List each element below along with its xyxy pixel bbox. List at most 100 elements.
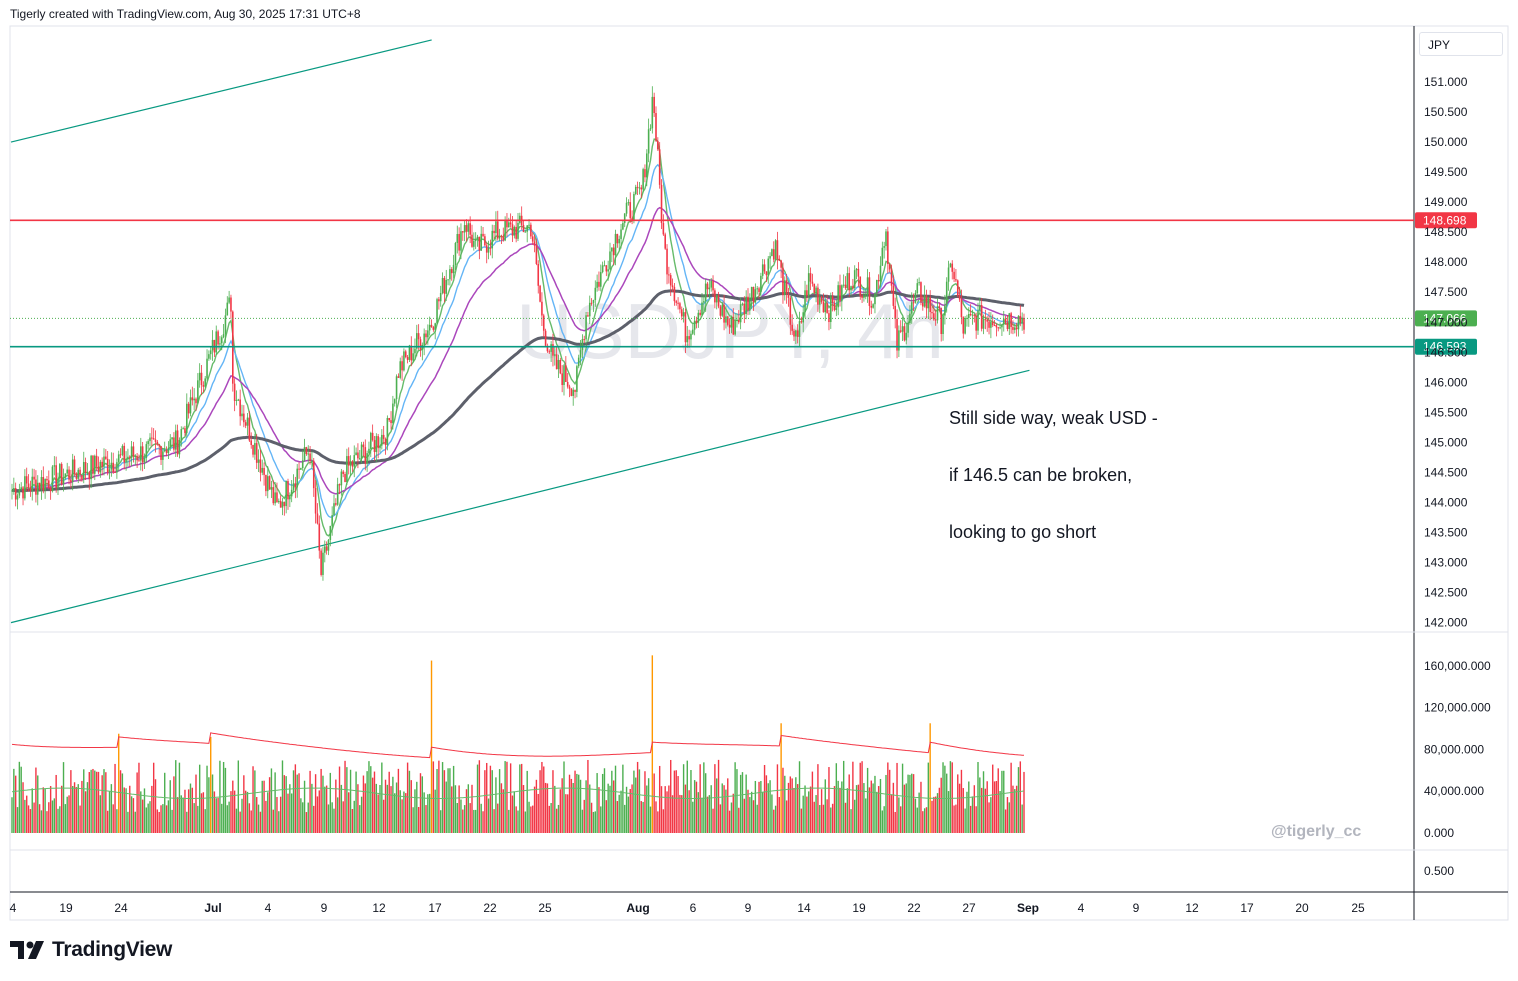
volume-bar [785, 800, 788, 833]
candle-body [933, 313, 935, 320]
candle-body [119, 454, 122, 456]
volume-bar [193, 803, 195, 833]
candle-body [145, 444, 148, 459]
candle-body [752, 286, 755, 303]
volume-bar [158, 811, 160, 833]
candle-body [583, 339, 586, 341]
volume-bar [360, 796, 363, 833]
volume-bar [787, 782, 790, 833]
candle-body [717, 295, 720, 307]
candle-body [482, 233, 484, 237]
volume-bar [532, 805, 534, 833]
candle-body [266, 476, 269, 492]
volume-bar [982, 771, 985, 833]
volume-bar [653, 773, 655, 833]
volume-bar [132, 798, 135, 833]
volume-bar [892, 782, 895, 833]
volume-bar [655, 801, 657, 833]
candle-body [101, 461, 103, 467]
volume-bar [226, 805, 228, 833]
candle-body [186, 403, 188, 433]
volume-bar [992, 764, 994, 833]
volume-bar [670, 759, 672, 833]
volume-bar [171, 809, 173, 833]
candle-body [526, 225, 528, 232]
volume-bar [206, 765, 208, 833]
volume-bar [677, 776, 679, 833]
candle-body [64, 473, 67, 478]
volume-bar [329, 772, 332, 833]
candle-body [195, 398, 197, 404]
candle-body [949, 263, 952, 268]
candle-body [460, 231, 462, 251]
volume-bar [515, 806, 517, 833]
candle-body [542, 315, 545, 331]
volume-bar [622, 764, 624, 833]
volume-bar [649, 806, 652, 833]
candle-body [673, 286, 676, 302]
candle-body [484, 236, 486, 246]
volume-bar [883, 806, 885, 833]
currency-button[interactable]: JPY [1419, 32, 1503, 56]
volume-bar [762, 791, 764, 833]
volume-bar [173, 776, 175, 833]
volume-bar [684, 784, 687, 833]
volume-bar [342, 801, 344, 833]
volume-bar [370, 766, 372, 833]
volume-bar [141, 799, 144, 833]
candle-body [541, 301, 543, 316]
candle-body [439, 292, 442, 302]
volume-bar [1010, 762, 1012, 833]
candle-body [513, 226, 516, 236]
volume-bar [808, 791, 810, 833]
candle-body [182, 428, 184, 430]
volume-bar [119, 770, 122, 833]
candle-body [728, 324, 731, 328]
price-tick-label: 144.000 [1424, 495, 1468, 509]
candle-body [138, 460, 140, 462]
candle-body [239, 399, 241, 417]
candle-body [370, 432, 372, 449]
candle-body [358, 458, 361, 460]
volume-bar [644, 771, 646, 833]
volume-bar [511, 795, 514, 833]
candle-body [899, 330, 902, 332]
candle-body [923, 295, 926, 307]
candle-body [92, 455, 94, 474]
candle-body [292, 483, 295, 490]
volume-bar [165, 805, 168, 833]
volume-bar [587, 759, 589, 833]
volume-bar [795, 777, 797, 833]
candle-body [618, 238, 620, 244]
volume-bar [695, 781, 698, 833]
volume-bar [890, 794, 893, 833]
volume-bar [611, 770, 613, 833]
candle-body [480, 233, 482, 251]
candle-body [198, 372, 201, 381]
candle-body [340, 471, 343, 486]
volume-bar [962, 788, 964, 833]
candle-body [646, 153, 648, 178]
candle-body [364, 447, 367, 464]
candle-body [817, 287, 819, 305]
volume-bar [668, 785, 670, 833]
candle-body [944, 305, 946, 316]
candle-body [922, 302, 924, 307]
candle-body [393, 399, 396, 404]
candle-body [60, 464, 63, 485]
volume-bar [11, 797, 13, 833]
volume-bar [1012, 785, 1014, 833]
volume-bar [254, 770, 256, 833]
volume-bar [793, 787, 795, 833]
candle-body [833, 302, 836, 311]
candle-body [842, 284, 845, 286]
volume-bar [313, 805, 315, 833]
candle-body [623, 213, 626, 224]
volume-bar [340, 784, 343, 833]
candle-body [642, 169, 644, 190]
volume-bar [719, 804, 722, 833]
volume-bar [543, 766, 545, 833]
candle-body [554, 354, 556, 356]
volume-bar [728, 810, 731, 833]
